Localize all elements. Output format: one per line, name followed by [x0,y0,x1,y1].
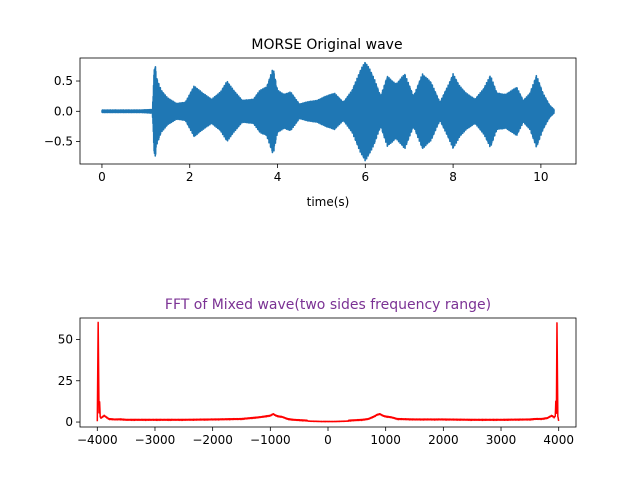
fft-y-tick-label: 50 [58,332,73,346]
wave-y-axis: 0.5 0.0 −0.5 [44,74,80,149]
wave-x-axis: 0 2 4 6 8 10 [98,164,549,184]
wave-x-tick-label: 0 [98,170,106,184]
fft-plot-area [96,321,560,423]
fft-series-line [96,321,560,423]
wave-x-tick-label: 10 [533,170,548,184]
wave-x-tick-label: 6 [361,170,369,184]
wave-y-tick-label: −0.5 [44,135,73,149]
fft-x-tick-label: 4000 [543,433,574,447]
wave-y-tick-label: 0.5 [54,74,73,88]
fft-chart: FFT of Mixed wave(two sides frequency ra… [58,297,577,447]
fft-x-tick-label: 0 [324,433,332,447]
wave-y-tick-label: 0.0 [54,104,73,118]
fft-x-tick-label: −2000 [192,433,233,447]
wave-x-tick-label: 8 [449,170,457,184]
fft-y-tick-label: 0 [65,415,73,429]
fft-chart-title: FFT of Mixed wave(two sides frequency ra… [165,297,491,313]
wave-series-line [101,61,555,162]
wave-chart-title: MORSE Original wave [251,37,402,53]
fft-x-axis: −4000 −3000 −2000 −1000 0 1000 2000 3000 4000 [77,427,574,447]
wave-plot-area [101,61,555,162]
fft-x-tick-label: 3000 [486,433,517,447]
wave-x-tick-label: 4 [274,170,282,184]
fft-y-tick-label: 25 [58,374,73,388]
wave-x-tick-label: 2 [186,170,194,184]
wave-x-axis-label: time(s) [307,195,350,209]
fft-x-tick-label: −4000 [77,433,118,447]
fft-x-tick-label: −1000 [250,433,291,447]
fft-x-tick-label: −3000 [135,433,176,447]
wave-chart: MORSE Original wave 0 2 4 6 8 10 0.5 0.0 −0.5 t… [44,37,577,209]
fft-x-tick-label: 2000 [428,433,459,447]
fft-y-axis: 50 25 0 [58,332,80,429]
fft-x-tick-label: 1000 [370,433,401,447]
